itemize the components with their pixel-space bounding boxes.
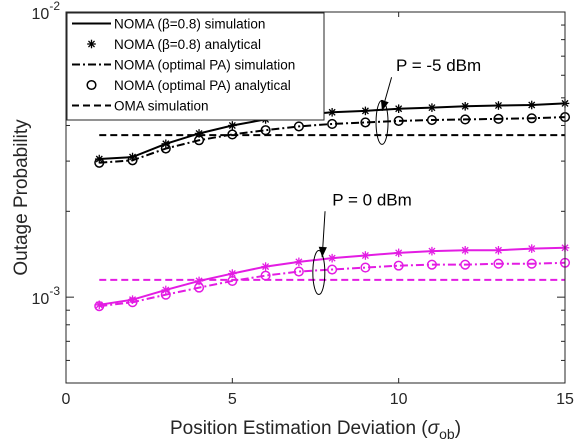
- annotations: P = -5 dBm P = 0 dBm: [312, 56, 481, 296]
- data-point-circle: [426, 114, 437, 126]
- data-point-circle: [393, 260, 404, 271]
- annotation-label: P = 0 dBm: [332, 190, 412, 209]
- data-point-circle: [160, 289, 171, 300]
- data-point-circle: [526, 113, 537, 124]
- x-axis-label: Position Estimation Deviation (σob): [170, 418, 461, 442]
- data-point-circle: [127, 155, 138, 166]
- data-point-circle: [493, 258, 504, 269]
- data-point-circle: [460, 114, 471, 125]
- p0-series-6: [94, 243, 570, 310]
- data-point-circle: [194, 282, 205, 293]
- data-point-circle: [493, 113, 504, 124]
- data-point-asterisk: [361, 251, 370, 260]
- data-point-asterisk: [294, 257, 304, 267]
- chart-marks: [94, 99, 571, 312]
- legend-box: [66, 12, 325, 121]
- series-line: [99, 116, 566, 164]
- y-tick-label: 10-2: [32, 0, 61, 23]
- legend-label: NOMA (optimal PA) simulation: [114, 57, 295, 72]
- data-point-asterisk: [494, 101, 503, 110]
- legend-label: OMA simulation: [114, 98, 209, 113]
- x-tick-label: 15: [556, 391, 574, 408]
- data-point-circle: [160, 143, 171, 154]
- legend-marker-asterisk: [87, 39, 96, 49]
- data-point-asterisk: [427, 103, 437, 112]
- data-point-asterisk: [261, 262, 270, 271]
- data-point-asterisk: [394, 104, 403, 114]
- axis-ticks: 0 5 10 15 10-3 10-2: [32, 0, 574, 408]
- series-line: [99, 261, 566, 308]
- annotation-arrowhead: [318, 246, 327, 258]
- data-point-circle: [360, 262, 371, 273]
- data-point-circle: [127, 297, 138, 308]
- x-tick-label: 10: [390, 391, 408, 408]
- annotation-ellipse: [312, 250, 326, 296]
- x-tick-label: 5: [228, 391, 237, 408]
- p0-series-7: [99, 261, 566, 308]
- data-point-circle: [327, 264, 338, 275]
- data-point-circle: [94, 157, 105, 168]
- data-point-asterisk: [361, 106, 370, 116]
- legend: NOMA (β=0.8) simulation NOMA (β=0.8) anal…: [66, 12, 325, 121]
- data-point-asterisk: [460, 245, 470, 255]
- data-point-circle: [526, 258, 537, 269]
- annotation-arrowhead: [380, 99, 389, 111]
- data-point-circle: [94, 301, 105, 312]
- legend-entry: NOMA (optimal PA) analytical: [86, 78, 291, 93]
- annotation-p-minus5: P = -5 dBm: [375, 56, 481, 145]
- y-axis-label: Outage Probability: [11, 119, 32, 276]
- data-point-circle: [360, 117, 371, 128]
- plot-frame: [65, 11, 566, 384]
- data-point-circle: [460, 259, 471, 270]
- legend-label: NOMA (β=0.8) analytical: [114, 37, 261, 52]
- legend-entry: OMA simulation: [72, 98, 209, 113]
- data-point-circle: [426, 259, 437, 270]
- x-tick-label: 0: [62, 391, 71, 408]
- data-point-asterisk: [327, 253, 337, 263]
- annotation-p-0: P = 0 dBm: [312, 190, 412, 296]
- data-point-asterisk: [527, 100, 537, 110]
- legend-entry: NOMA (optimal PA) simulation: [72, 57, 295, 72]
- data-point-asterisk: [327, 107, 337, 117]
- legend-label: NOMA (optimal PA) analytical: [114, 78, 291, 93]
- data-point-asterisk: [228, 121, 237, 130]
- data-point-circle: [227, 275, 238, 286]
- data-point-circle: [293, 121, 304, 132]
- data-point-asterisk: [527, 244, 537, 253]
- data-point-asterisk: [427, 246, 437, 256]
- legend-marker-circle: [86, 79, 97, 91]
- data-point-asterisk: [228, 269, 237, 278]
- data-point-asterisk: [460, 101, 470, 111]
- p0-series-8: [94, 257, 571, 312]
- data-point-circle: [393, 115, 404, 126]
- data-point-asterisk: [394, 248, 403, 258]
- y-tick-label: 10-3: [32, 284, 61, 308]
- legend-label: NOMA (β=0.8) simulation: [114, 16, 265, 31]
- legend-entry: NOMA (β=0.8) simulation: [72, 16, 265, 31]
- legend-entry: NOMA (β=0.8) analytical: [87, 37, 261, 52]
- annotation-label: P = -5 dBm: [396, 56, 481, 75]
- data-point-circle: [327, 118, 338, 129]
- data-point-circle: [293, 266, 304, 277]
- data-point-asterisk: [494, 245, 503, 255]
- pm5-series-2: [99, 116, 566, 164]
